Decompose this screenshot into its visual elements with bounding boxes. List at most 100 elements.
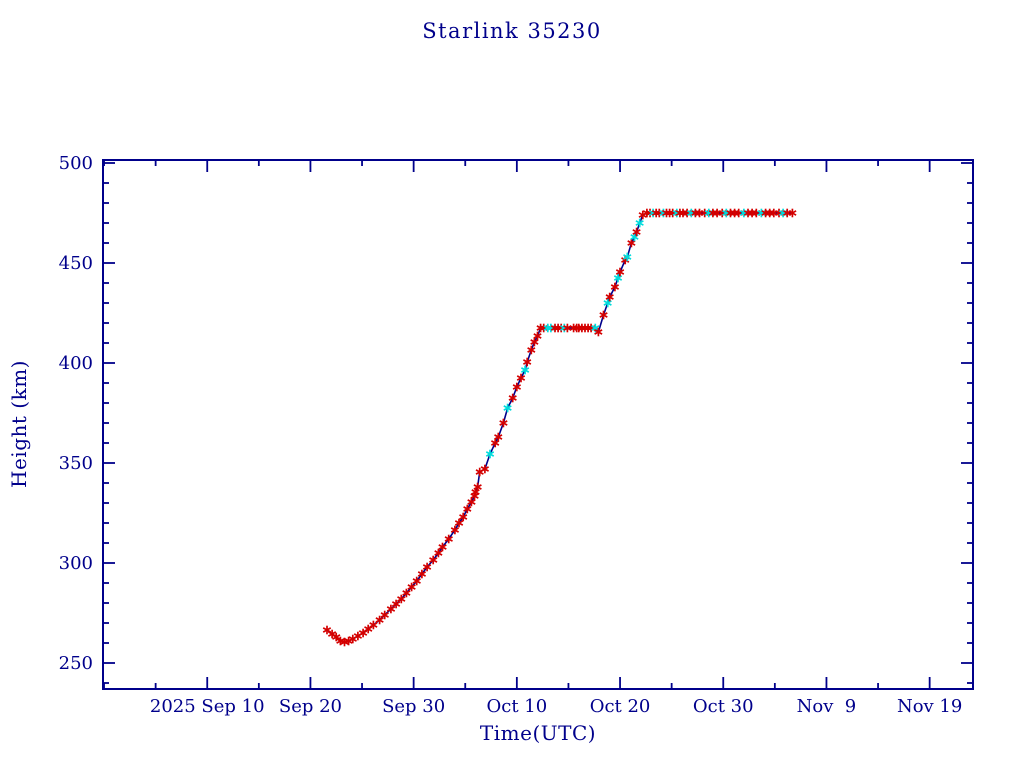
y-tick-label: 300 — [59, 553, 93, 574]
marker-stroke — [438, 544, 447, 550]
marker-stroke — [358, 630, 368, 636]
data-point-marker — [599, 310, 608, 320]
data-point-marker — [417, 569, 427, 579]
data-point-marker — [623, 252, 632, 262]
tick-labels: 2025 Sep 10 Sep 20 Sep 30 Oct 10 Oct 20 Oct 3… — [59, 153, 963, 717]
marker-stroke — [380, 612, 389, 618]
data-point-marker — [522, 357, 532, 367]
data-point-marker — [632, 227, 641, 237]
marker-stroke — [499, 420, 508, 426]
marker-stroke — [364, 626, 373, 632]
data-point-marker — [530, 337, 539, 347]
data-point-marker — [438, 542, 447, 552]
marker-stroke — [463, 506, 472, 512]
data-point-marker — [412, 576, 421, 586]
marker-stroke — [422, 564, 432, 570]
marker-stroke — [348, 636, 357, 642]
data-point-marker — [475, 467, 484, 477]
marker-stroke — [516, 375, 526, 381]
x-tick-label: Nov 19 — [897, 696, 962, 717]
data-point-marker — [605, 292, 614, 302]
marker-stroke — [594, 329, 603, 335]
plot-frame — [102, 159, 974, 690]
height-series — [322, 208, 797, 647]
height-line — [326, 212, 793, 643]
marker-stroke — [454, 520, 464, 526]
data-point-marker — [480, 464, 490, 474]
marker-stroke — [369, 622, 378, 628]
data-point-marker — [512, 382, 522, 392]
data-point-marker — [459, 512, 468, 522]
data-point-marker — [494, 432, 503, 442]
marker-stroke — [470, 493, 479, 499]
marker-stroke — [605, 294, 614, 300]
data-point-marker — [594, 327, 603, 337]
x-tick-label: Oct 10 — [486, 696, 547, 717]
x-tick-label: Nov 9 — [797, 696, 857, 717]
x-tick-label: Sep 30 — [382, 696, 445, 717]
marker-stroke — [480, 466, 490, 472]
marker-stroke — [788, 210, 797, 216]
marker-stroke — [344, 638, 353, 644]
data-point-marker — [603, 298, 612, 308]
marker-stroke — [630, 234, 639, 240]
data-point-marker — [434, 548, 443, 558]
data-point-marker — [332, 632, 341, 642]
y-tick-label: 400 — [59, 353, 93, 374]
data-point-marker — [429, 555, 438, 565]
marker-stroke — [417, 571, 427, 577]
marker-stroke — [613, 275, 623, 281]
marker-stroke — [520, 367, 530, 373]
data-point-marker — [444, 534, 453, 544]
marker-stroke — [340, 639, 349, 645]
y-axis-label: Height (km) — [7, 360, 31, 488]
marker-stroke — [615, 269, 625, 275]
data-point-marker — [473, 482, 482, 492]
marker-stroke — [603, 300, 612, 306]
data-point-marker — [358, 628, 368, 638]
data-point-marker — [520, 365, 530, 375]
data-point-marker — [402, 588, 411, 598]
data-point-marker — [613, 273, 623, 283]
data-point-marker — [397, 594, 406, 604]
data-point-marker — [369, 620, 378, 630]
y-tick-label: 450 — [59, 253, 93, 274]
marker-stroke — [627, 240, 636, 246]
data-point-marker — [485, 449, 495, 459]
x-tick-label: Oct 20 — [590, 696, 651, 717]
marker-stroke — [494, 434, 503, 440]
data-point-marker — [788, 208, 797, 218]
data-point-marker — [467, 497, 476, 507]
data-point-marker — [407, 582, 416, 592]
marker-stroke — [444, 536, 453, 542]
data-point-marker — [627, 238, 636, 248]
data-point-marker — [615, 267, 625, 277]
marker-stroke — [386, 606, 396, 612]
x-tick-label: Sep 20 — [279, 696, 342, 717]
data-point-marker — [386, 604, 396, 614]
marker-stroke — [322, 627, 332, 633]
data-point-marker — [364, 624, 373, 634]
y-tick-label: 350 — [59, 453, 93, 474]
marker-stroke — [512, 384, 522, 390]
data-point-marker — [380, 610, 389, 620]
marker-stroke — [397, 596, 406, 602]
marker-stroke — [508, 395, 517, 401]
data-point-marker — [454, 518, 464, 528]
chart-title: Starlink 35230 — [422, 19, 602, 43]
marker-stroke — [353, 633, 363, 639]
marker-stroke — [332, 634, 341, 640]
marker-stroke — [632, 229, 641, 235]
data-point-marker — [610, 282, 620, 292]
marker-stroke — [434, 550, 443, 556]
marker-stroke — [459, 514, 468, 520]
data-point-marker — [503, 403, 512, 413]
data-point-marker — [422, 562, 432, 572]
y-tick-label: 500 — [59, 153, 93, 174]
marker-stroke — [471, 489, 480, 495]
marker-stroke — [429, 557, 438, 563]
x-axis-label: Time(UTC) — [480, 721, 596, 745]
data-point-marker — [391, 599, 401, 609]
marker-stroke — [450, 527, 460, 533]
marker-stroke — [503, 405, 512, 411]
